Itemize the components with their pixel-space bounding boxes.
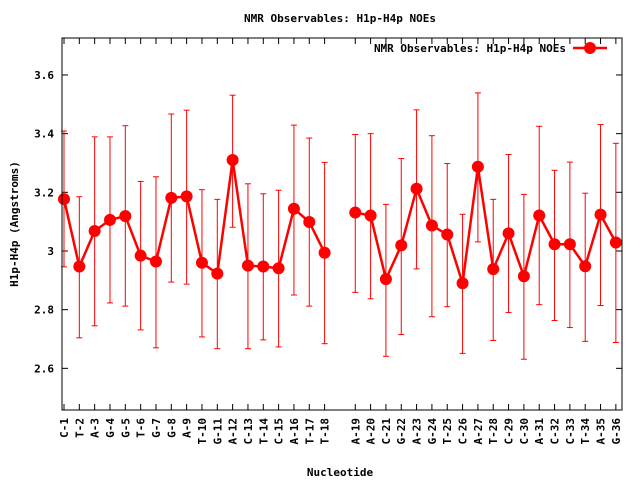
x-tick-label: A-19 bbox=[349, 418, 362, 445]
x-tick-label: C-30 bbox=[518, 418, 531, 445]
x-tick-label: T-18 bbox=[319, 418, 332, 445]
y-tick-label: 2.6 bbox=[34, 362, 54, 375]
data-point bbox=[563, 238, 576, 251]
data-point bbox=[379, 273, 392, 286]
series-line bbox=[62, 159, 326, 276]
x-tick-label: T-10 bbox=[196, 418, 209, 445]
legend: NMR Observables: H1p-H4p NOEs bbox=[374, 42, 607, 55]
y-ticks: 2.6 2.8 3 3.2 3.4 3.6 bbox=[34, 69, 622, 375]
x-tick-label: C-15 bbox=[273, 418, 286, 445]
data-point bbox=[119, 210, 132, 223]
x-tick-label: A-35 bbox=[595, 418, 608, 445]
data-point bbox=[349, 206, 362, 219]
x-tick-label: G-22 bbox=[395, 418, 408, 445]
x-tick-label: T-25 bbox=[441, 418, 454, 445]
x-tick-label: C-33 bbox=[564, 418, 577, 445]
x-tick-label: T-14 bbox=[257, 418, 270, 445]
data-point bbox=[456, 277, 469, 290]
x-tick-label: C-32 bbox=[549, 418, 562, 445]
x-tick-label: G-11 bbox=[211, 418, 224, 445]
plot-frame bbox=[61, 37, 623, 411]
data-point bbox=[287, 202, 300, 215]
x-tick-label: A-27 bbox=[472, 418, 485, 445]
data-point bbox=[134, 249, 147, 262]
data-point bbox=[441, 228, 454, 241]
x-tick-label: G-7 bbox=[150, 418, 163, 438]
x-tick-label: C-26 bbox=[457, 418, 470, 445]
data-point bbox=[195, 256, 208, 269]
x-tick-label: G-24 bbox=[426, 418, 439, 445]
data-point bbox=[502, 227, 515, 240]
data-point bbox=[609, 236, 622, 249]
x-tick-label: A-20 bbox=[365, 418, 378, 445]
data-point bbox=[180, 190, 193, 203]
data-point bbox=[257, 260, 270, 273]
data-point bbox=[425, 219, 438, 232]
data-point bbox=[364, 209, 377, 222]
x-tick-label: T-34 bbox=[579, 418, 592, 445]
x-ticks: C-1 T-2 A-3 G-4 G-5 T-6 G-7 G-8 A-9 T-10 G-11 A-12 C… bbox=[58, 38, 623, 445]
x-tick-label: C-13 bbox=[242, 418, 255, 445]
data-point bbox=[318, 246, 331, 259]
legend-marker bbox=[584, 42, 596, 54]
y-axis-label: H1p-H4p (Angstroms) bbox=[8, 161, 21, 287]
y-tick-label: 3.6 bbox=[34, 69, 54, 82]
x-tick-label: T-6 bbox=[135, 418, 148, 438]
data-point bbox=[103, 213, 116, 226]
x-tick-label: T-17 bbox=[303, 418, 316, 445]
x-tick-label: A-31 bbox=[533, 418, 546, 445]
data-point bbox=[241, 259, 254, 272]
data-point bbox=[272, 262, 285, 275]
x-tick-label: A-12 bbox=[227, 418, 240, 445]
data-point bbox=[548, 238, 561, 251]
data-point bbox=[517, 270, 530, 283]
y-tick-label: 3.2 bbox=[34, 186, 54, 199]
data-points bbox=[57, 154, 622, 290]
legend-label: NMR Observables: H1p-H4p NOEs bbox=[374, 42, 566, 55]
chart-title: NMR Observables: H1p-H4p NOEs bbox=[244, 12, 436, 25]
x-tick-label: G-8 bbox=[165, 418, 178, 438]
x-tick-label: A-16 bbox=[288, 418, 301, 445]
y-tick-label: 3.4 bbox=[34, 128, 54, 141]
data-point bbox=[487, 263, 500, 276]
x-tick-label: G-36 bbox=[610, 418, 623, 445]
series-line bbox=[355, 166, 617, 284]
data-point bbox=[579, 260, 592, 273]
data-point bbox=[73, 260, 86, 273]
data-point bbox=[88, 225, 101, 238]
data-point bbox=[226, 154, 239, 167]
x-axis-label: Nucleotide bbox=[307, 466, 374, 479]
data-point bbox=[395, 239, 408, 252]
x-tick-label: C-29 bbox=[503, 418, 516, 445]
y-tick-label: 3 bbox=[47, 245, 54, 258]
data-point bbox=[410, 182, 423, 195]
data-point bbox=[165, 191, 178, 204]
x-tick-label: G-5 bbox=[119, 418, 132, 438]
y-tick-label: 2.8 bbox=[34, 304, 54, 317]
data-point bbox=[149, 255, 162, 268]
x-tick-label: C-1 bbox=[58, 418, 71, 438]
data-point bbox=[533, 209, 546, 222]
data-point bbox=[594, 208, 607, 221]
x-tick-label: A-23 bbox=[411, 418, 424, 445]
x-tick-label: A-3 bbox=[89, 418, 102, 438]
x-tick-label: T-28 bbox=[487, 418, 500, 445]
x-tick-label: T-2 bbox=[73, 418, 86, 438]
x-tick-label: C-21 bbox=[380, 418, 393, 445]
error-bars bbox=[60, 92, 619, 360]
x-tick-label: A-9 bbox=[181, 418, 194, 438]
x-tick-label: G-4 bbox=[104, 418, 117, 438]
data-point bbox=[471, 160, 484, 173]
data-point bbox=[303, 215, 316, 228]
data-point bbox=[211, 267, 224, 280]
data-point bbox=[57, 193, 70, 206]
